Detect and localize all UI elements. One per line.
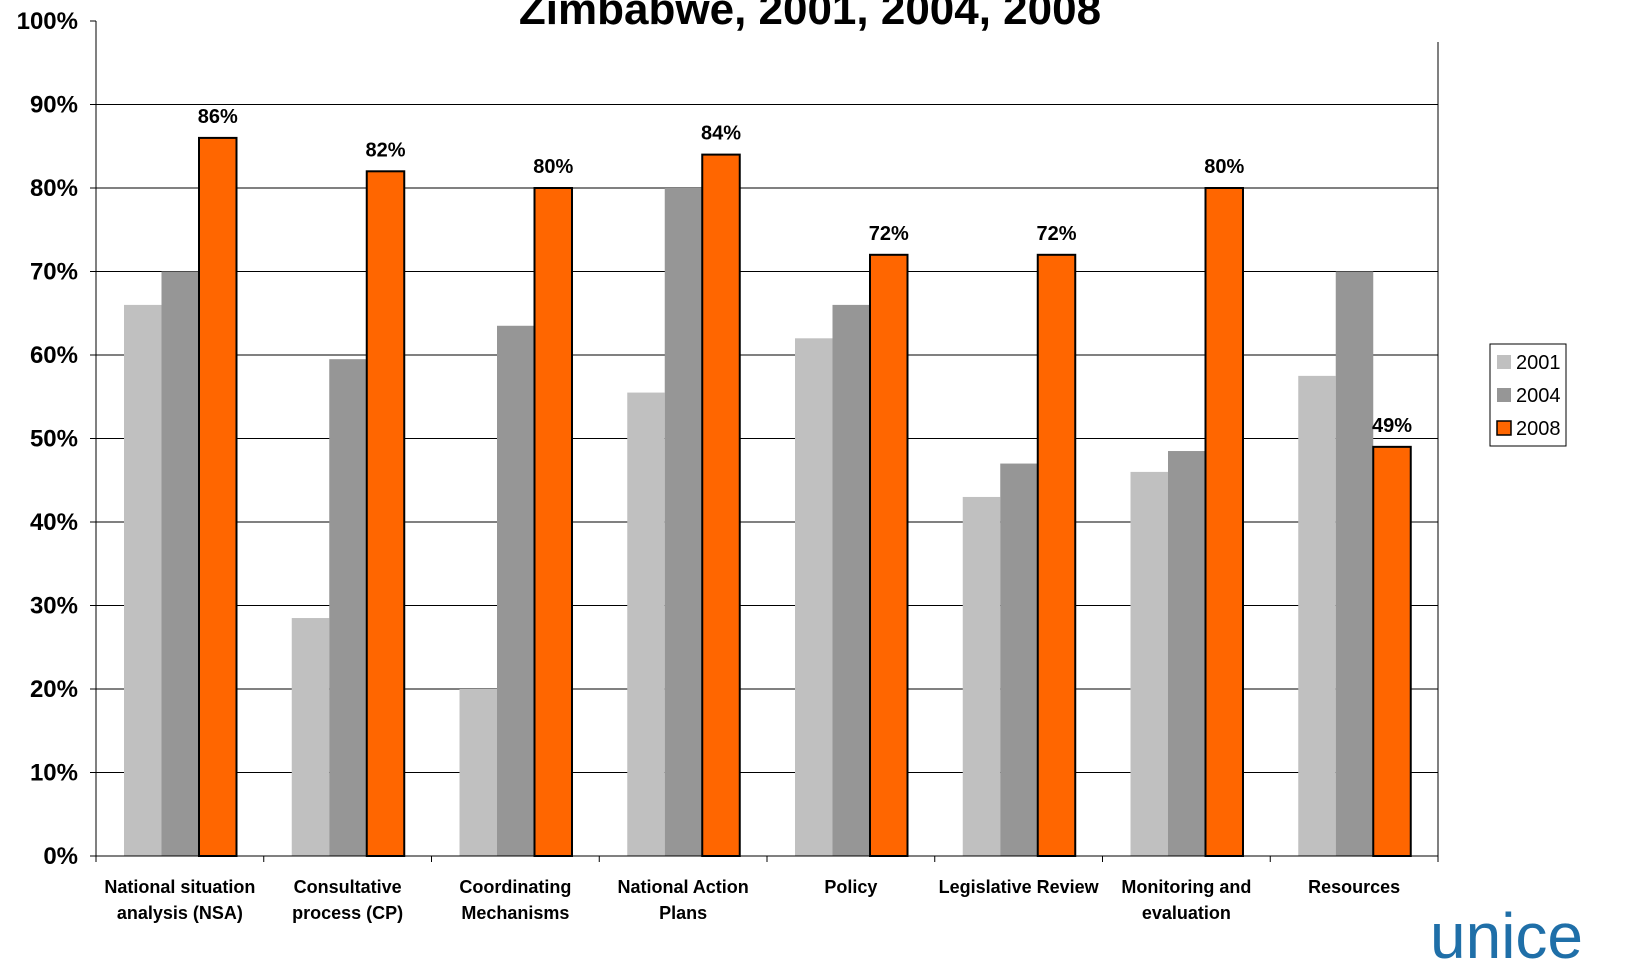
category-label-4: Policy — [824, 877, 877, 897]
bar-2008-3 — [701, 153, 741, 858]
data-labels: 86% 82% 80% 84% 72% 72% 80% 49% — [198, 106, 1412, 437]
data-label-2008-5: 72% — [1036, 223, 1076, 245]
category-labels: National situation analysis (NSA) Consulta… — [104, 877, 1400, 923]
bar-2008-1 — [365, 170, 406, 858]
y-tick-label: 0% — [43, 843, 78, 870]
bar-2004-6 — [1168, 451, 1206, 856]
category-label-5: Legislative Review — [939, 877, 1100, 897]
bar-2001-3 — [627, 392, 665, 856]
bar-2004-5 — [1000, 463, 1038, 856]
bar-2001-2 — [459, 689, 497, 856]
legend-label-2008: 2008 — [1516, 418, 1561, 440]
bar-2004-1 — [329, 359, 367, 856]
y-tick-label: 90% — [30, 92, 78, 119]
bar-2008-4 — [869, 253, 909, 858]
y-tick-label: 40% — [30, 509, 78, 536]
bar-2008-7 — [1372, 445, 1412, 857]
bar-2004-4 — [832, 304, 870, 856]
y-tick-label: 20% — [30, 676, 78, 703]
bar-2004-7 — [1335, 271, 1374, 856]
data-label-2008-3: 84% — [701, 123, 741, 145]
legend-label-2004: 2004 — [1516, 385, 1561, 407]
legend-label-2001: 2001 — [1516, 352, 1561, 374]
bar-2001-5 — [962, 496, 1001, 856]
legend-swatch-2004 — [1497, 388, 1511, 402]
y-tick-label: 50% — [30, 426, 78, 453]
category-label-7: Resources — [1308, 877, 1400, 897]
y-tick-label: 70% — [30, 259, 78, 286]
chart-title: Zimbabwe, 2001, 2004, 2008 — [519, 0, 1101, 34]
category-label-1: Consultative process (CP) — [292, 877, 403, 923]
bar-2008-5 — [1036, 253, 1077, 858]
bar-2004-3 — [664, 188, 703, 856]
data-label-2008-0: 86% — [198, 106, 238, 128]
bar-2001-0 — [124, 304, 162, 856]
data-label-2008-2: 80% — [533, 156, 573, 178]
y-tick-label: 60% — [30, 342, 78, 369]
data-label-2008-6: 80% — [1204, 156, 1244, 178]
category-label-0: National situation analysis (NSA) — [104, 877, 255, 923]
y-tick-label: 10% — [30, 760, 78, 787]
bar-2001-4 — [795, 338, 833, 856]
y-tick-label: 30% — [30, 593, 78, 620]
bar-2008-6 — [1204, 187, 1244, 857]
bar-2004-2 — [497, 325, 535, 856]
axes — [90, 20, 1439, 862]
data-label-2008-4: 72% — [869, 223, 909, 245]
bar-2004-0 — [161, 271, 199, 856]
bar-2008-0 — [198, 136, 238, 857]
y-tick-label: 80% — [30, 175, 78, 202]
bar-2001-7 — [1298, 375, 1336, 856]
bars — [124, 136, 1412, 858]
legend: 2001 2004 2008 — [1489, 343, 1567, 447]
bar-2001-6 — [1130, 471, 1168, 856]
data-label-2008-1: 82% — [365, 139, 405, 161]
legend-swatch-2008 — [1496, 420, 1512, 436]
bar-2008-2 — [533, 187, 573, 857]
bar-2001-1 — [291, 618, 330, 856]
category-label-2: Coordinating Mechanisms — [459, 877, 571, 923]
y-axis-ticks: 0% 10% 20% 30% 40% 50% 60% 70% 80% 90% 100% — [17, 8, 78, 870]
unicef-logo: unice — [1430, 900, 1583, 964]
category-label-3: National Action Plans — [617, 877, 748, 923]
legend-swatch-2001 — [1497, 355, 1511, 369]
data-label-2008-7: 49% — [1372, 415, 1412, 437]
category-label-6: Monitoring and evaluation — [1121, 877, 1251, 923]
y-tick-label: 100% — [17, 8, 78, 35]
